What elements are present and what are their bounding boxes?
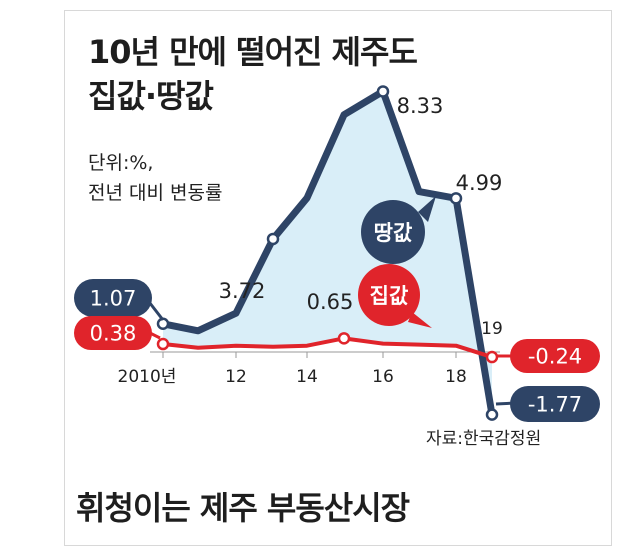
land-label-2016: 8.33 — [397, 94, 444, 118]
land-price-line — [159, 87, 496, 419]
title-line1: 10년 만에 떨어진 제주도 — [88, 33, 418, 71]
land-point-2018 — [449, 192, 463, 205]
land-label-2010: 1.07 — [90, 287, 137, 311]
house-point-2010 — [156, 337, 170, 351]
x-tick-label-4: 18 — [445, 367, 467, 387]
x-tick-label-5: 19 — [481, 319, 503, 339]
land-point-2016 — [376, 85, 390, 98]
x-tick-label-0: 2010년 — [118, 367, 177, 387]
x-tick-label-2: 14 — [296, 367, 318, 387]
source-note: 자료:한국감정원 — [426, 429, 542, 449]
x-tick-label-1: 12 — [225, 367, 247, 387]
house-price-line — [161, 336, 494, 360]
land-point-2010 — [156, 317, 170, 331]
land-point-2013 — [266, 232, 280, 246]
unit-line1: 단위:%, — [88, 152, 154, 174]
land-label-2013: 3.72 — [219, 279, 266, 303]
chart-title: 10년 만에 떨어진 제주도 집값·땅값 — [88, 30, 418, 118]
land-series-name: 땅값 — [374, 221, 413, 245]
shaded-area — [163, 91, 492, 415]
x-tick-label-3: 16 — [372, 367, 394, 387]
house-label-2015: 0.65 — [307, 290, 354, 314]
house-label-2010: 0.38 — [90, 322, 137, 346]
bottom-title: 휘청이는 제주 부동산시장 — [76, 489, 410, 527]
house-series-badge-pointer — [408, 312, 432, 328]
house-label-2019-bg — [510, 339, 600, 373]
land-label-2018: 4.99 — [456, 171, 503, 195]
unit-line2: 전년 대비 변동률 — [88, 182, 223, 204]
house-point-2015 — [337, 332, 351, 345]
house-point-2019 — [485, 350, 499, 364]
house-series-name: 집값 — [370, 284, 409, 308]
house-label-2019: -0.24 — [528, 345, 582, 369]
unit-note: 단위:%, 전년 대비 변동률 — [88, 148, 222, 208]
house-series-badge-bg — [358, 264, 420, 326]
land-series-badge-pointer — [418, 196, 436, 222]
land-series-badge-bg — [361, 200, 425, 264]
land-label-2019: -1.77 — [528, 393, 582, 417]
land-label-2019-bg — [510, 386, 600, 422]
house-label-2010-bg — [74, 316, 152, 350]
title-line2: 집값·땅값 — [88, 77, 214, 115]
land-point-2019 — [485, 408, 499, 421]
land-label-2010-bg — [74, 279, 152, 317]
